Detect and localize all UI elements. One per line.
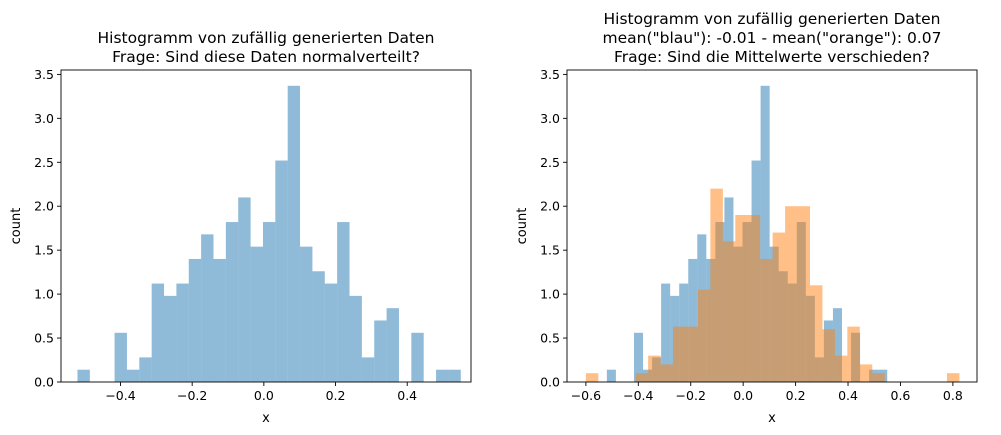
x-tick-label: 0.0 [254,388,274,403]
y-tick-label: 0.5 [34,331,54,346]
histogram-bar [300,246,313,382]
histogram-bar [139,357,152,382]
y-tick-label: 1.5 [34,243,54,258]
histogram-bar [213,258,226,382]
chart-title-line: Histogramm von zufällig generierten Date… [604,10,941,28]
x-axis-label: x [768,411,776,426]
x-tick-label: 0.2 [786,388,806,403]
x-tick-label: −0.4 [105,388,135,403]
histogram-bar [660,364,674,382]
histogram-bar [361,357,375,382]
histogram-bar [188,258,202,382]
chart-title-line: Frage: Sind diese Daten normalverteilt? [112,48,420,66]
x-axis-label: x [262,411,270,426]
histogram-bar [722,241,736,382]
histogram-bar [797,206,811,382]
y-axis-label: count [9,208,24,245]
histogram-bar [287,85,301,383]
histogram-bar [760,85,770,383]
histogram-bar [847,326,860,382]
x-tick-label: −0.2 [676,388,706,403]
y-tick-label: 2.0 [34,199,54,214]
chart-title-line: mean("blau"): -0.01 - mean("orange"): 0.… [602,29,941,47]
histogram-bar [337,222,350,382]
y-tick-label: 1.5 [540,243,560,258]
histogram-bar [606,369,616,382]
histogram-bar [238,197,251,382]
x-tick-label: 0.4 [397,388,417,403]
histogram-bar [772,232,786,382]
x-tick-label: −0.4 [623,388,653,403]
x-tick-label: −0.2 [177,388,207,403]
y-tick-label: 3.5 [540,67,560,82]
histogram-bar [176,283,189,382]
histogram-right: Histogramm von zufällig generierten Date… [515,10,978,426]
histogram-bar [114,332,127,382]
chart-title-line: Histogramm von zufällig generierten Date… [98,29,435,47]
histogram-bar [374,320,387,382]
x-tick-label: −0.6 [571,388,601,403]
histogram-bar [585,373,599,382]
y-tick-label: 3.0 [34,111,54,126]
histogram-bar [201,234,214,382]
histogram-bar [688,258,698,382]
histogram-bar [859,364,873,382]
histogram-bar [822,329,835,382]
x-tick-label: 0.2 [326,388,346,403]
histogram-bar [785,206,798,382]
x-tick-label: 0.6 [891,388,911,403]
y-tick-label: 3.0 [540,111,560,126]
y-tick-label: 0.5 [540,331,560,346]
y-tick-label: 2.0 [540,199,560,214]
x-tick-label: 0.8 [943,388,963,403]
histogram-bar [250,246,263,382]
histogram-bar [735,215,748,382]
x-tick-label: 0.4 [838,388,858,403]
x-tick-label: 0.0 [733,388,753,403]
histogram-bar [386,308,399,382]
histogram-bar [436,369,449,382]
y-tick-label: 1.0 [540,287,560,302]
histogram-bar [77,369,90,382]
axes-frame [566,69,978,383]
histogram-bar [635,373,649,382]
histogram-bar [685,326,698,382]
histogram-bar [126,369,140,382]
histogram-bar [448,369,461,382]
y-tick-label: 1.0 [34,287,54,302]
histogram-bar [349,295,362,382]
histogram-bar [710,188,723,382]
histogram-bar [747,215,761,382]
histogram-bar [411,332,424,382]
y-axis-label: count [515,208,530,245]
histogram-bar [312,271,325,382]
y-tick-label: 0.0 [540,375,560,390]
histogram-bar [673,326,686,382]
histogram-bar [151,283,165,382]
histogram-bar [832,308,842,382]
histogram-bar [834,355,848,382]
y-tick-label: 2.5 [540,155,560,170]
histogram-bar [872,373,885,382]
y-tick-label: 3.5 [34,67,54,82]
axes-frame [60,69,472,383]
histogram-bar [633,332,644,382]
histogram-bar [760,258,773,382]
y-tick-label: 2.5 [34,155,54,170]
histogram-bar [275,160,288,382]
histogram-bar [661,283,671,382]
histogram-bar [324,283,338,382]
histogram-bar [697,289,711,382]
histogram-bar [648,355,661,382]
histogram-bar [810,285,823,382]
histogram-bar [164,295,177,382]
histogram-bar [225,222,239,382]
histogram-left: Histogramm von zufällig generierten Date… [9,29,472,426]
y-tick-label: 0.0 [34,375,54,390]
histogram-bar [262,222,276,382]
histogram-bar [946,373,960,382]
chart-title-line: Frage: Sind die Mittelwerte verschieden? [614,48,930,66]
